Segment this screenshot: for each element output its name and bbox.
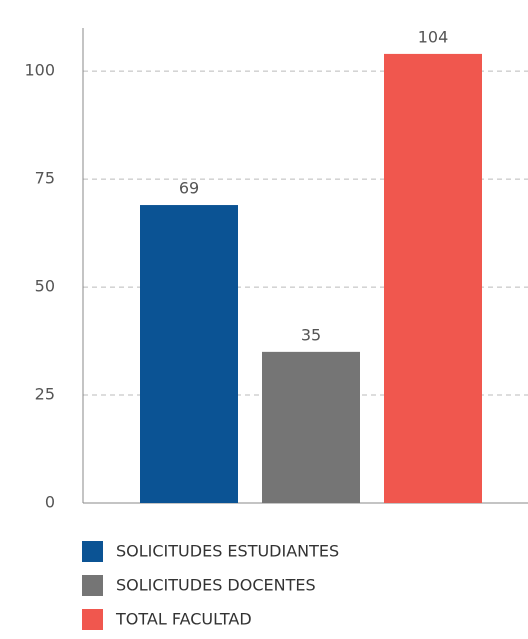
y-tick-label: 0 (45, 493, 55, 512)
legend-label: SOLICITUDES ESTUDIANTES (116, 542, 339, 561)
value-label: 104 (418, 27, 449, 46)
legend-label: TOTAL FACULTAD (115, 610, 252, 629)
legend-swatch (82, 609, 103, 630)
y-tick-label: 100 (24, 61, 55, 80)
bar (384, 53, 482, 504)
value-label: 35 (301, 325, 321, 344)
legend-label: SOLICITUDES DOCENTES (116, 576, 316, 595)
value-label: 69 (179, 179, 199, 198)
legend-swatch (82, 541, 103, 562)
y-tick-label: 25 (35, 385, 55, 404)
legend-swatch (82, 575, 103, 596)
y-tick-label: 50 (35, 277, 55, 296)
bar (140, 205, 238, 503)
bar (262, 351, 360, 503)
y-tick-label: 75 (35, 169, 55, 188)
